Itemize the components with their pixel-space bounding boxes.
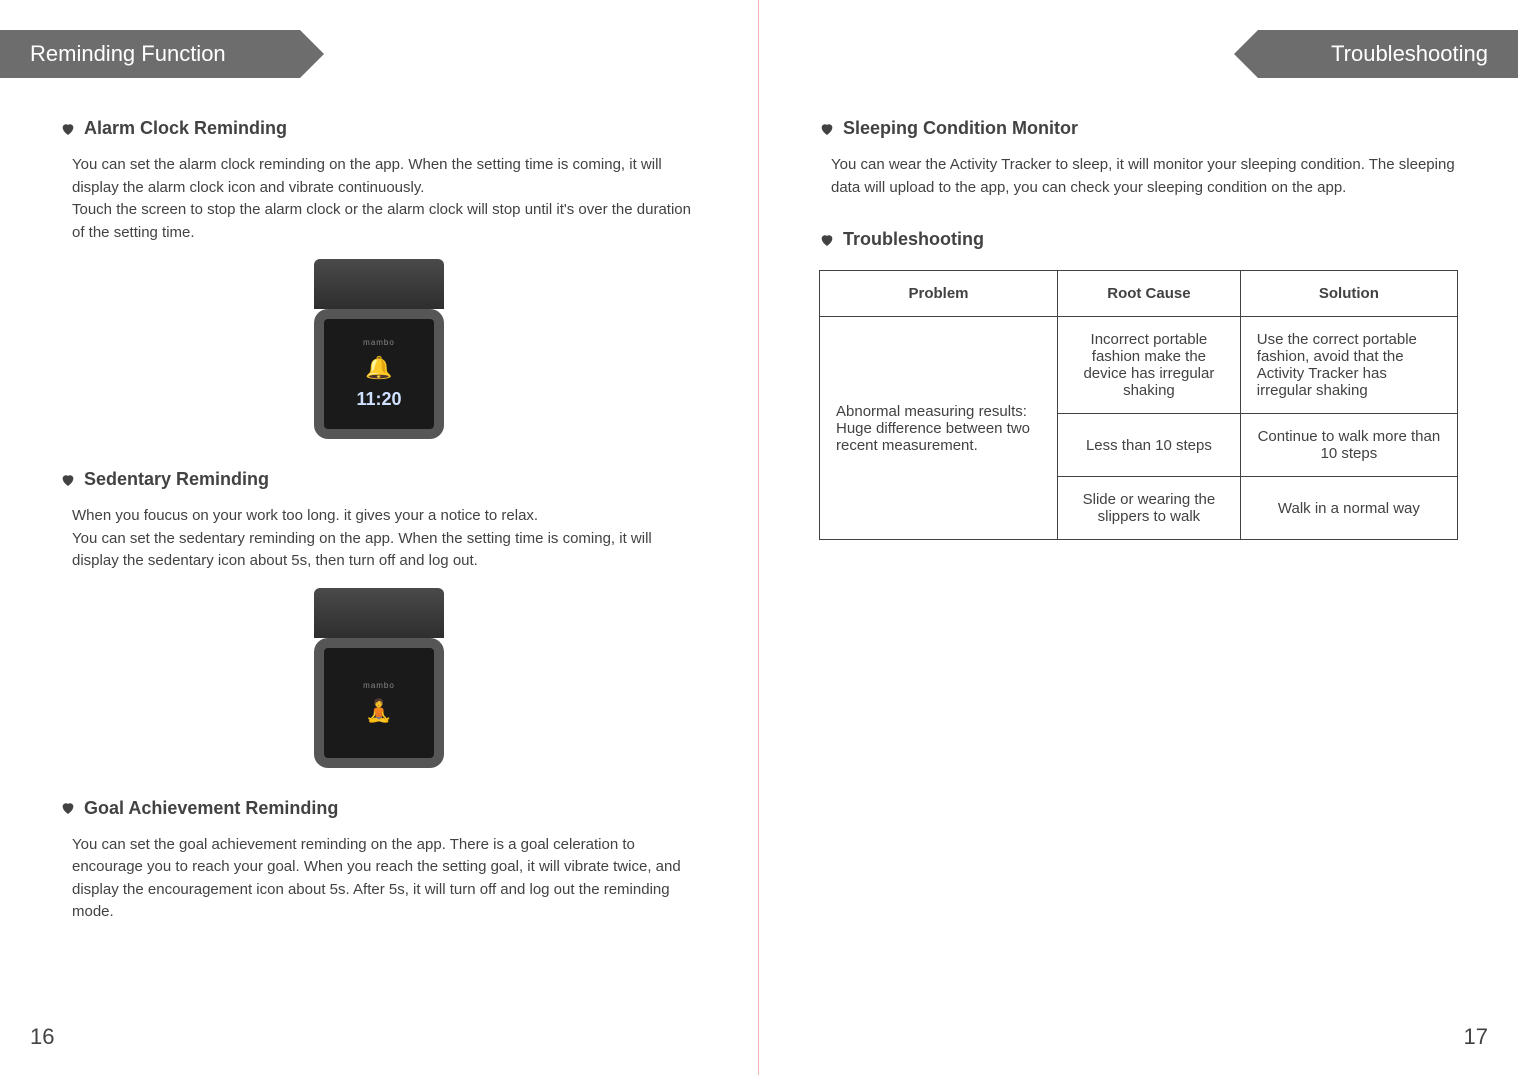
troubleshooting-section: Troubleshooting Problem Root Cause Solut… <box>809 229 1468 540</box>
left-page: Reminding Function Alarm Clock Reminding… <box>0 0 759 1075</box>
sedentary-section: Sedentary Reminding When you foucus on y… <box>50 469 708 768</box>
solution-cell: Continue to walk more than 10 steps <box>1240 414 1457 477</box>
goal-section: Goal Achievement Reminding You can set t… <box>50 798 708 924</box>
heart-icon <box>60 121 76 137</box>
alarm-watch-image: mambo 🔔 11:20 <box>60 259 698 439</box>
heart-icon <box>819 232 835 248</box>
alarm-text: You can set the alarm clock reminding on… <box>72 154 698 244</box>
right-page-number: 17 <box>1464 1024 1488 1050</box>
left-page-number: 16 <box>30 1024 54 1050</box>
troubleshooting-table: Problem Root Cause Solution Abnormal mea… <box>819 270 1458 540</box>
alarm-section: Alarm Clock Reminding You can set the al… <box>50 118 708 439</box>
cause-cell: Slide or wearing the slippers to walk <box>1058 477 1241 540</box>
alarm-title: Alarm Clock Reminding <box>84 118 287 139</box>
sleeping-title-row: Sleeping Condition Monitor <box>819 118 1458 139</box>
table-row: Abnormal measuring results: Huge differe… <box>820 317 1458 414</box>
sedentary-title: Sedentary Reminding <box>84 469 269 490</box>
heart-icon <box>60 472 76 488</box>
sedentary-icon: 🧘 <box>365 698 392 724</box>
heart-icon <box>819 121 835 137</box>
watch-brand: mambo <box>363 681 395 690</box>
heart-icon <box>60 800 76 816</box>
table-header-row: Problem Root Cause Solution <box>820 271 1458 317</box>
sleeping-title: Sleeping Condition Monitor <box>843 118 1078 139</box>
solution-cell: Use the correct portable fashion, avoid … <box>1240 317 1457 414</box>
troubleshooting-title: Troubleshooting <box>843 229 984 250</box>
col-problem: Problem <box>820 271 1058 317</box>
col-root-cause: Root Cause <box>1058 271 1241 317</box>
goal-text: You can set the goal achievement remindi… <box>72 834 698 924</box>
sleeping-text: You can wear the Activity Tracker to sle… <box>831 154 1458 199</box>
right-banner-title: Troubleshooting <box>1331 41 1488 67</box>
sleeping-section: Sleeping Condition Monitor You can wear … <box>809 118 1468 199</box>
right-banner: Troubleshooting <box>1258 30 1518 78</box>
left-banner-title: Reminding Function <box>30 41 226 67</box>
sedentary-title-row: Sedentary Reminding <box>60 469 698 490</box>
left-banner: Reminding Function <box>0 30 300 78</box>
goal-title: Goal Achievement Reminding <box>84 798 338 819</box>
sedentary-watch-image: mambo 🧘 <box>60 588 698 768</box>
cause-cell: Incorrect portable fashion make the devi… <box>1058 317 1241 414</box>
watch-brand: mambo <box>363 338 395 347</box>
watch-time: 11:20 <box>356 389 401 410</box>
bell-icon: 🔔 <box>365 355 392 381</box>
problem-cell: Abnormal measuring results: Huge differe… <box>820 317 1058 540</box>
troubleshooting-title-row: Troubleshooting <box>819 229 1458 250</box>
solution-cell: Walk in a normal way <box>1240 477 1457 540</box>
col-solution: Solution <box>1240 271 1457 317</box>
right-page: Troubleshooting Sleeping Condition Monit… <box>759 0 1518 1075</box>
cause-cell: Less than 10 steps <box>1058 414 1241 477</box>
sedentary-text: When you foucus on your work too long. i… <box>72 505 698 573</box>
alarm-title-row: Alarm Clock Reminding <box>60 118 698 139</box>
goal-title-row: Goal Achievement Reminding <box>60 798 698 819</box>
